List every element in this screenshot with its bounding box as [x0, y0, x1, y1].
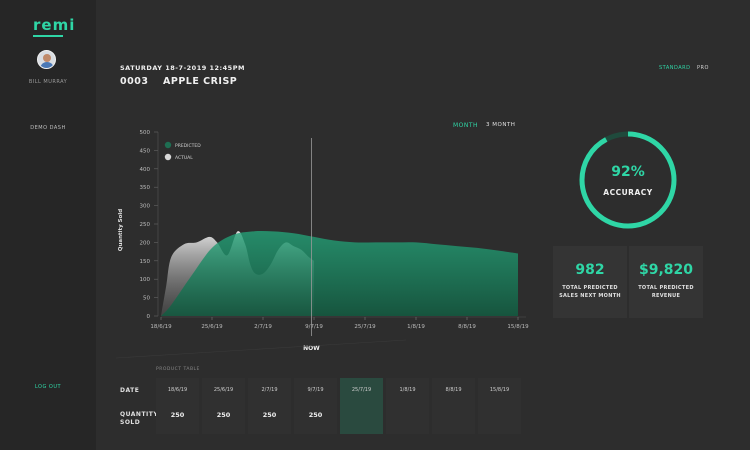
x-tick-label: 18/6/19 [150, 324, 172, 330]
y-tick-label: 350 [140, 185, 151, 191]
accuracy-label: ACCURACY [603, 188, 653, 197]
table-cell-qty: 250 [308, 411, 323, 419]
mode-pro-toggle[interactable]: PRO [697, 65, 709, 71]
table-column: 18/6/19 250 [156, 378, 199, 434]
y-axis-label: Quantity Sold [118, 209, 124, 251]
tab-3-month[interactable]: 3 MONTH [486, 122, 516, 128]
logo-underline [33, 35, 63, 37]
mode-standard-toggle[interactable]: STANDARD [659, 65, 691, 71]
product-id: 0003 [120, 76, 149, 87]
y-tick-label: 450 [140, 148, 151, 154]
current-datetime: SATURDAY 18-7-2019 12:45PM [120, 64, 245, 72]
y-tick-label: 150 [140, 259, 151, 265]
table-row-label-qty: QUANTITY SOLD [120, 411, 159, 426]
logout-link[interactable]: LOG OUT [34, 384, 62, 390]
table-column: 25/6/19 250 [202, 378, 245, 434]
table-cell-qty: 250 [170, 411, 185, 419]
table-cell-date: 18/6/19 [167, 387, 188, 393]
y-tick-label: 50 [143, 296, 150, 302]
stat-label: TOTAL PREDICTED REVENUE [638, 285, 694, 299]
y-tick-label: 500 [140, 130, 151, 136]
table-column: 15/8/19 [478, 378, 521, 434]
user-avatar[interactable] [37, 50, 56, 69]
table-row-label-date: DATE [120, 387, 140, 394]
accuracy-gauge [579, 131, 677, 229]
stat-card-sales: 982 TOTAL PREDICTED SALES NEXT MONTH [553, 246, 627, 318]
legend-label-actual: ACTUAL [175, 155, 193, 161]
stat-card-revenue: $9,820 TOTAL PREDICTED REVENUE [629, 246, 703, 318]
nav-item-demo-dash[interactable]: DEMO DASH [30, 125, 66, 131]
table-cell-date: 2/7/19 [261, 387, 278, 393]
table-cell-date: 25/7/19 [351, 387, 372, 393]
table-cell-qty: 250 [216, 411, 231, 419]
table-cell-date: 25/6/19 [213, 387, 234, 393]
user-name: BILL MURRAY [28, 79, 68, 85]
series-predicted-area [161, 231, 518, 316]
table-column: 8/8/19 [432, 378, 475, 434]
avatar-head [43, 54, 51, 62]
x-tick-label: 1/8/19 [407, 324, 425, 330]
product-table-label: PRODUCT TABLE [156, 367, 200, 372]
x-tick-label: 9/7/19 [305, 324, 323, 330]
stat-value: 982 [575, 262, 605, 278]
legend-label-predicted: PREDICTED [175, 143, 201, 149]
x-tick-label: 8/8/19 [458, 324, 476, 330]
y-tick-label: 250 [140, 222, 151, 228]
x-tick-label: 2/7/19 [254, 324, 272, 330]
table-cell-date: 8/8/19 [445, 387, 462, 393]
table-cell-qty: 250 [262, 411, 277, 419]
y-tick-label: 300 [140, 204, 151, 210]
table-column: 2/7/19 250 [248, 378, 291, 434]
x-tick-label: 15/8/19 [507, 324, 529, 330]
gauge-fill [579, 131, 677, 229]
app-logo: remi [33, 16, 76, 34]
y-tick-label: 400 [140, 167, 151, 173]
chart-divider [115, 339, 407, 359]
y-tick-label: 200 [140, 240, 151, 246]
sidebar: remi BILL MURRAY DEMO DASH LOG OUT [0, 0, 96, 450]
legend-swatch-predicted [164, 141, 172, 149]
product-name: APPLE CRISP [163, 76, 238, 87]
x-tick-label: 25/6/19 [201, 324, 223, 330]
sales-chart[interactable]: 0 50 100 150 200 250 300 350 400 450 500 18/6/19 25… [96, 0, 750, 370]
table-column: 25/7/19 [340, 378, 383, 434]
tab-month[interactable]: MONTH [453, 122, 479, 129]
table-cell-date: 9/7/19 [307, 387, 324, 393]
table-cell-date: 1/8/19 [399, 387, 416, 393]
stat-value: $9,820 [638, 262, 694, 278]
stat-label: TOTAL PREDICTED SALES NEXT MONTH [559, 285, 621, 299]
legend-swatch-actual [164, 153, 172, 161]
avatar-body [40, 62, 54, 68]
table-column: 1/8/19 [386, 378, 429, 434]
now-label: NOW [303, 345, 320, 352]
x-tick-label: 25/7/19 [354, 324, 376, 330]
table-column: 9/7/19 250 [294, 378, 337, 434]
y-tick-label: 0 [147, 314, 151, 320]
y-tick-label: 100 [140, 277, 151, 283]
table-cell-date: 15/8/19 [489, 387, 510, 393]
accuracy-value: 92% [611, 164, 645, 180]
main-panel: SATURDAY 18-7-2019 12:45PM 0003 APPLE CR… [96, 0, 750, 450]
